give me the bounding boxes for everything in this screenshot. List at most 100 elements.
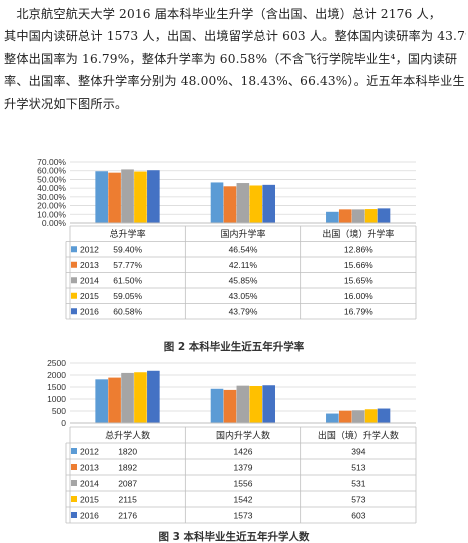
table-value: 61.50% bbox=[113, 276, 142, 286]
table-value: 1820 bbox=[118, 447, 137, 457]
y-tick-label: 1500 bbox=[47, 382, 66, 392]
legend-swatch bbox=[71, 277, 77, 284]
chart-rates: 0.00% 10.00% 20.00% 30.00% 40.00% 50.00% 60.00… bbox=[0, 150, 468, 340]
y-tick-label: 70.00% bbox=[37, 157, 66, 167]
legend-label: 2012 bbox=[80, 447, 99, 457]
bar bbox=[236, 183, 250, 223]
bar bbox=[134, 372, 147, 423]
y-tick-label: 1000 bbox=[47, 394, 66, 404]
bar bbox=[108, 172, 121, 223]
bar bbox=[326, 211, 339, 223]
table-value: 43.05% bbox=[229, 291, 258, 301]
table-value: 15.65% bbox=[344, 276, 373, 286]
paragraph-line: 率、出国率、整体升学率分别为 48.00%、18.43%、66.43%）。近五年… bbox=[4, 74, 465, 89]
legend-label: 2013 bbox=[80, 260, 99, 270]
bar bbox=[262, 184, 275, 223]
table-value: 513 bbox=[351, 463, 365, 473]
table-value: 1573 bbox=[234, 511, 253, 521]
bar bbox=[338, 209, 352, 223]
y-tick-label: 2500 bbox=[47, 358, 66, 368]
bar bbox=[262, 385, 275, 423]
y-tick-label: 2000 bbox=[47, 370, 66, 380]
legend-label: 2012 bbox=[80, 245, 99, 255]
y-tick-label: 0.00% bbox=[42, 218, 67, 228]
chart-counts: 0 500 1000 1500 2000 2500 总升学人数 国内升学人数 出国（境）升学人数… bbox=[0, 351, 468, 543]
paragraph-line: 北京航空航天大学 2016 届本科毕业生升学（含出国、出境）总计 2176 人， bbox=[4, 7, 442, 21]
y-tick-label: 0 bbox=[61, 418, 66, 428]
paragraph-line: 其中国内读研总计 1573 人，出国、出境留学总计 603 人。整体国内读研率为… bbox=[4, 29, 466, 44]
legend-swatch bbox=[71, 292, 77, 299]
bar bbox=[249, 385, 263, 423]
legend-swatch bbox=[71, 448, 77, 454]
table-value: 1892 bbox=[118, 463, 137, 473]
table-value: 2087 bbox=[118, 479, 137, 489]
bar bbox=[134, 171, 147, 223]
table-value: 59.05% bbox=[113, 291, 142, 301]
legend-swatch bbox=[71, 496, 77, 502]
bar bbox=[210, 388, 224, 423]
bar bbox=[338, 410, 352, 423]
table-value: 12.86% bbox=[344, 245, 373, 255]
bar bbox=[236, 385, 250, 423]
figure2-caption: 图 2 本科毕业生近五年升学率 bbox=[163, 341, 305, 353]
category-label: 国内升学率 bbox=[220, 228, 265, 240]
bar bbox=[249, 185, 263, 223]
legend-swatch bbox=[71, 246, 77, 253]
y-tick-label: 40.00% bbox=[37, 183, 66, 193]
category-label: 出国（境）升学率 bbox=[322, 228, 394, 240]
intro-paragraph: 北京航空航天大学 2016 届本科毕业生升学（含出国、出境）总计 2176 人，… bbox=[4, 3, 466, 115]
table-value: 43.79% bbox=[229, 307, 258, 317]
table-value: 573 bbox=[351, 495, 365, 505]
table-value: 46.54% bbox=[229, 245, 258, 255]
bar bbox=[147, 370, 160, 423]
table-value: 1426 bbox=[234, 447, 253, 457]
bar bbox=[108, 377, 121, 423]
table-value: 2176 bbox=[118, 511, 137, 521]
legend-swatch bbox=[71, 512, 77, 518]
legend-label: 2014 bbox=[80, 276, 99, 286]
table-value: 1556 bbox=[234, 479, 253, 489]
chart-rates-svg: 0.00%10.00%20.00%30.00%40.00%50.00%60.00… bbox=[37, 157, 417, 320]
legend-label: 2013 bbox=[80, 463, 99, 473]
bar bbox=[210, 182, 224, 223]
bar bbox=[95, 171, 108, 223]
bar bbox=[223, 186, 237, 223]
bar bbox=[377, 408, 391, 423]
table-value: 16.00% bbox=[344, 291, 373, 301]
bar bbox=[147, 170, 160, 223]
category-label: 国内升学人数 bbox=[216, 430, 270, 442]
table-value: 2115 bbox=[119, 495, 138, 505]
table-value: 60.58% bbox=[113, 307, 142, 317]
table-value: 15.66% bbox=[344, 260, 373, 270]
table-value: 42.11% bbox=[229, 260, 258, 270]
bar bbox=[326, 413, 339, 423]
bar bbox=[351, 410, 365, 423]
figure3-caption: 图 3 本科毕业生近五年升学人数 bbox=[158, 531, 310, 543]
table-value: 394 bbox=[351, 447, 365, 457]
table-value: 531 bbox=[351, 479, 365, 489]
chart-counts-svg: 0 500 1000 1500 2000 2500 总升学人数 国内升学人数 出国（境）升学人数… bbox=[47, 358, 417, 524]
table-value: 603 bbox=[351, 511, 365, 521]
paragraph-line: 升学状况如下图所示。 bbox=[4, 96, 128, 111]
bar bbox=[364, 409, 378, 423]
bar bbox=[95, 379, 108, 423]
paragraph-line: 整体出国率为 16.79%，整体升学率为 60.58%（不含飞行学院毕业生⁴，国… bbox=[4, 51, 458, 66]
bar bbox=[223, 389, 237, 423]
legend-swatch bbox=[71, 480, 77, 486]
y-tick-label: 60.00% bbox=[37, 166, 66, 176]
y-tick-label: 30.00% bbox=[37, 192, 66, 202]
y-tick-label: 50.00% bbox=[37, 174, 66, 184]
table-value: 45.85% bbox=[229, 276, 258, 286]
category-label: 总升学人数 bbox=[105, 430, 150, 442]
category-label: 总升学率 bbox=[110, 228, 146, 240]
legend-label: 2015 bbox=[80, 495, 99, 505]
table-value: 57.77% bbox=[113, 260, 142, 270]
table-value: 1379 bbox=[234, 463, 253, 473]
bar bbox=[351, 209, 365, 223]
legend-label: 2016 bbox=[80, 511, 99, 521]
bar bbox=[121, 372, 134, 423]
table-value: 59.40% bbox=[113, 245, 142, 255]
table-value: 1542 bbox=[234, 495, 253, 505]
y-tick-label: 10.00% bbox=[37, 209, 66, 219]
bar bbox=[377, 208, 391, 223]
